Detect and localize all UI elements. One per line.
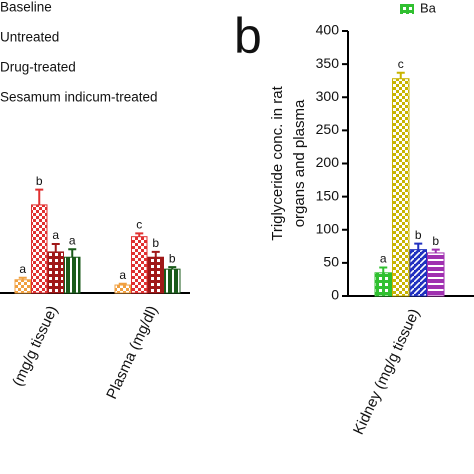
- error-bar: [18, 276, 27, 280]
- error-bar: [35, 188, 44, 205]
- bar: [374, 272, 392, 297]
- legend-label: Untreated: [0, 30, 59, 45]
- y-tick-label: 50: [323, 254, 339, 270]
- significance-label: c: [398, 57, 404, 71]
- y-tick-label: 150: [316, 187, 340, 203]
- significance-label: c: [136, 218, 142, 232]
- panel-label: b: [234, 8, 262, 64]
- y-tick-label: 400: [316, 22, 340, 38]
- bar: [14, 279, 31, 294]
- significance-label: b: [169, 251, 176, 265]
- y-axis-label: organs and plasma: [291, 99, 308, 227]
- significance-label: a: [52, 228, 59, 242]
- bar: [164, 268, 181, 294]
- significance-label: b: [152, 236, 159, 250]
- y-tick-label: 0: [331, 287, 339, 303]
- x-tick-label: Kidney (mg/g tissue): [350, 306, 423, 437]
- error-bar: [118, 282, 127, 286]
- bar: [392, 78, 410, 297]
- error-bar: [431, 248, 440, 253]
- significance-label: a: [380, 252, 387, 266]
- bar: [147, 256, 164, 294]
- legend-label: Sesamum indicum-treated: [0, 90, 158, 105]
- bar: [114, 284, 131, 294]
- error-bar: [168, 266, 177, 270]
- error-bar: [379, 266, 388, 273]
- error-bar: [68, 248, 77, 258]
- significance-label: b: [415, 228, 422, 242]
- significance-label: b: [36, 174, 43, 188]
- error-bar: [135, 232, 144, 237]
- error-bar: [396, 71, 405, 79]
- error-bar: [51, 242, 60, 252]
- y-tick-label: 350: [316, 55, 340, 71]
- legend-swatch: [400, 4, 414, 14]
- bar: [64, 256, 81, 294]
- error-bar: [151, 250, 160, 258]
- legend-label: Ba: [420, 0, 437, 15]
- significance-label: a: [69, 233, 76, 247]
- y-tick-label: 300: [316, 88, 340, 104]
- error-bar: [414, 242, 423, 250]
- significance-label: a: [119, 268, 126, 282]
- significance-label: a: [19, 262, 26, 276]
- bar: [31, 204, 48, 294]
- bar: [409, 249, 427, 297]
- bar: [47, 251, 64, 294]
- legend-label: Baseline: [0, 0, 52, 15]
- x-tick-label: (mg/g tissue): [9, 303, 61, 389]
- significance-label: b: [432, 234, 439, 248]
- bar: [131, 236, 148, 294]
- y-tick-label: 100: [316, 220, 340, 236]
- bar: [427, 252, 445, 297]
- y-tick-label: 200: [316, 154, 340, 170]
- legend-label: Drug-treated: [0, 60, 76, 75]
- y-tick-label: 250: [316, 121, 340, 137]
- x-tick-label: Plasma (mg/dl): [103, 303, 161, 402]
- y-axis-label: Triglyceride conc. in rat: [269, 85, 286, 240]
